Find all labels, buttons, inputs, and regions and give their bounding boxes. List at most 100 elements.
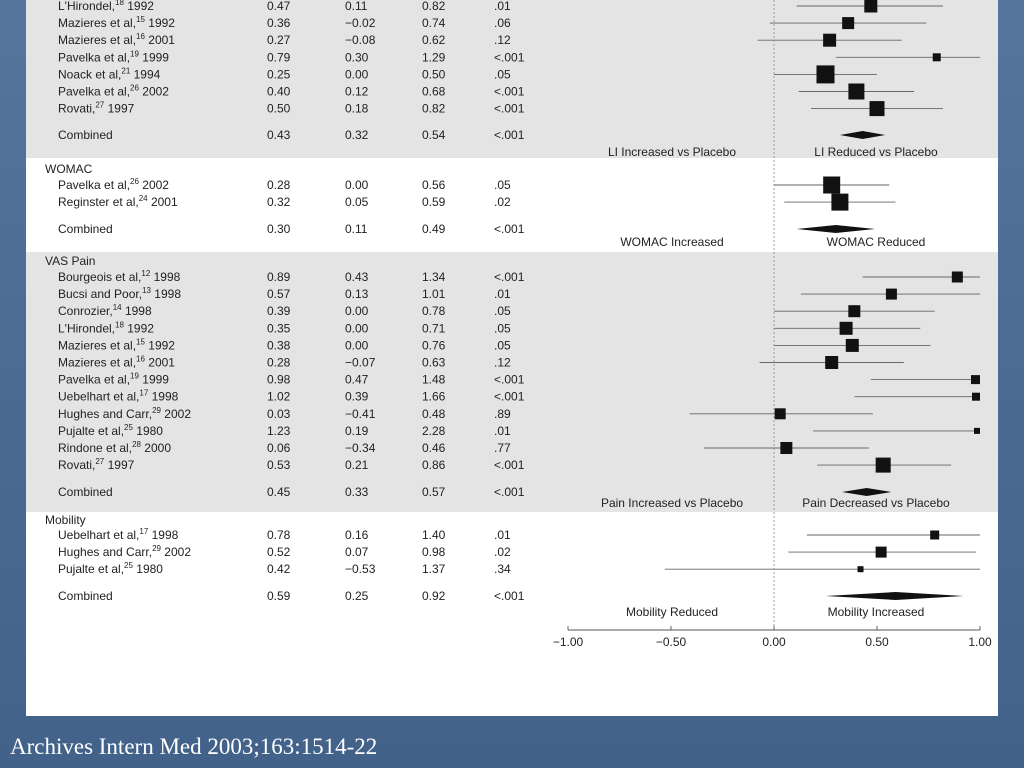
- study-name: L'Hirondel,: [58, 321, 115, 335]
- x-axis-tick-label: −0.50: [656, 635, 687, 649]
- study-label: Uebelhart et al,17 1998: [58, 527, 179, 542]
- ci-lower: 0.19: [345, 424, 369, 438]
- combined-label: Combined: [58, 485, 113, 499]
- study-label: Mazieres et al,15 1992: [58, 15, 175, 30]
- x-axis-tick-label: 0.00: [762, 635, 786, 649]
- ci-lower: 0.39: [345, 390, 369, 404]
- combined-ci-lower: 0.32: [345, 128, 369, 142]
- ci-lower: 0.07: [345, 545, 369, 559]
- study-name: Mazieres et al,: [58, 356, 136, 370]
- effect-marker: [875, 546, 887, 558]
- study-label: Pavelka et al,19 1999: [58, 372, 169, 387]
- effect-size: 0.52: [267, 545, 291, 559]
- ci-upper: 0.82: [422, 0, 446, 13]
- study-ref: 26: [130, 84, 139, 93]
- study-label: Pujalte et al,25 1980: [58, 561, 163, 576]
- study-label: Noack et al,21 1994: [58, 66, 161, 81]
- study-name: Hughes and Carr,: [58, 545, 152, 559]
- ci-upper: 1.29: [422, 50, 446, 64]
- study-year: 1997: [104, 458, 134, 472]
- study-year: 2001: [145, 33, 175, 47]
- study-year: 1999: [139, 373, 169, 387]
- study-year: 2000: [141, 441, 171, 455]
- combined-effect-size: 0.45: [267, 485, 291, 499]
- combined-p-value: <.001: [494, 589, 525, 603]
- ci-upper: 0.86: [422, 458, 446, 472]
- p-value: .12: [494, 356, 511, 370]
- study-year: 1998: [151, 287, 181, 301]
- ci-lower: 0.00: [345, 304, 369, 318]
- study-ref: 12: [141, 269, 150, 278]
- direction-label-right: WOMAC Reduced: [827, 235, 926, 249]
- ci-upper: 1.48: [422, 373, 446, 387]
- effect-size: 0.57: [267, 287, 291, 301]
- study-label: L'Hirondel,18 1992: [58, 320, 154, 335]
- study-ref: 15: [136, 337, 145, 346]
- effect-marker: [831, 193, 849, 211]
- study-year: 1997: [104, 102, 134, 116]
- study-ref: 18: [115, 0, 124, 7]
- effect-size: 1.02: [267, 390, 291, 404]
- study-label: Rovati,27 1997: [58, 457, 135, 472]
- ci-lower: −0.34: [345, 441, 376, 455]
- study-ref: 14: [113, 303, 122, 312]
- study-year: 2002: [139, 178, 169, 192]
- effect-marker: [774, 408, 786, 420]
- group-band-shaded: [26, 252, 998, 512]
- x-axis-tick-label: 0.50: [865, 635, 889, 649]
- effect-size: 0.03: [267, 407, 291, 421]
- ci-lower: 0.00: [345, 178, 369, 192]
- group-bands: [26, 0, 998, 512]
- effect-size: 0.28: [267, 178, 291, 192]
- effect-marker: [816, 65, 835, 84]
- ci-upper: 0.62: [422, 33, 446, 47]
- study-ref: 25: [124, 561, 133, 570]
- p-value: .89: [494, 407, 511, 421]
- study-name: Pujalte et al,: [58, 424, 124, 438]
- ci-upper: 0.46: [422, 441, 446, 455]
- study-ref: 29: [152, 544, 161, 553]
- group-band-shaded: [26, 0, 998, 158]
- p-value: <.001: [494, 390, 525, 404]
- study-name: Uebelhart et al,: [58, 528, 139, 542]
- ci-lower: 0.11: [345, 0, 368, 13]
- study-year: 1992: [145, 16, 175, 30]
- study-name: Pujalte et al,: [58, 562, 124, 576]
- study-year: 1992: [124, 0, 154, 13]
- study-ref: 25: [124, 423, 133, 432]
- study-ref: 27: [95, 101, 104, 110]
- p-value: .01: [494, 424, 511, 438]
- study-year: 2002: [139, 85, 169, 99]
- study-label: Mazieres et al,15 1992: [58, 337, 175, 352]
- study-label: Pavelka et al,26 2002: [58, 177, 169, 192]
- study-label: L'Hirondel,18 1992: [58, 0, 154, 13]
- effect-marker: [842, 17, 855, 30]
- effect-marker: [932, 53, 941, 62]
- ci-lower: 0.30: [345, 50, 369, 64]
- combined-ci-upper: 0.49: [422, 222, 446, 236]
- study-ref: 26: [130, 177, 139, 186]
- ci-upper: 0.59: [422, 195, 446, 209]
- ci-lower: 0.00: [345, 338, 369, 352]
- p-value: .77: [494, 441, 511, 455]
- p-value: <.001: [494, 85, 525, 99]
- study-ref: 21: [121, 66, 130, 75]
- study-name: Pavelka et al,: [58, 85, 130, 99]
- ci-upper: 0.74: [422, 16, 446, 30]
- study-label: Reginster et al,24 2001: [58, 194, 178, 209]
- p-value: .05: [494, 178, 511, 192]
- p-value: .01: [494, 287, 511, 301]
- p-value: .06: [494, 16, 511, 30]
- combined-ci-upper: 0.54: [422, 128, 446, 142]
- effect-marker: [823, 33, 837, 47]
- study-name: Bourgeois et al,: [58, 270, 141, 284]
- direction-label-left: Pain Increased vs Placebo: [601, 496, 743, 510]
- direction-label-right: LI Reduced vs Placebo: [814, 145, 938, 159]
- effect-size: 0.98: [267, 373, 291, 387]
- study-ref: 13: [142, 286, 151, 295]
- study-label: Bourgeois et al,12 1998: [58, 269, 181, 284]
- study-ref: 28: [132, 440, 141, 449]
- ci-lower: −0.07: [345, 356, 376, 370]
- study-label: Conrozier,14 1998: [58, 303, 152, 318]
- combined-effect-size: 0.30: [267, 222, 291, 236]
